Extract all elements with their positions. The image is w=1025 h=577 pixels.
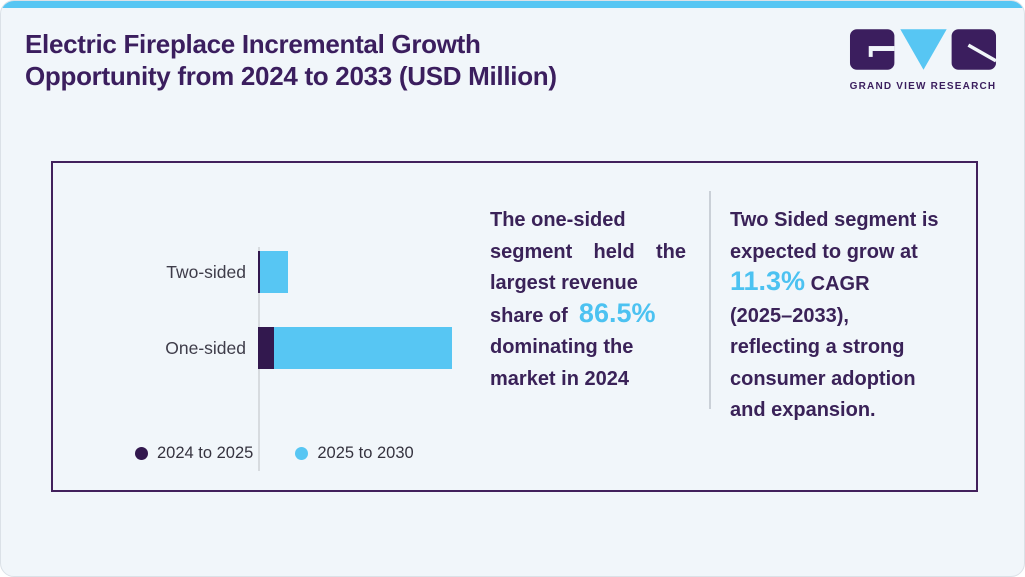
insight-line: dominating the bbox=[490, 332, 686, 364]
top-accent-bar bbox=[1, 1, 1024, 8]
insight-text: largest revenue bbox=[490, 272, 638, 294]
insight-text: consumer adoption bbox=[730, 367, 916, 390]
insight-text: The one-sided bbox=[490, 209, 626, 231]
incremental-growth-chart: Two-sided One-sided bbox=[86, 247, 452, 471]
bar-segment-2025-to-2030 bbox=[273, 327, 452, 369]
insight-line: share of 86.5% bbox=[490, 297, 686, 333]
bar-track-one-sided bbox=[258, 327, 452, 369]
insight-line: 11.3% CAGR bbox=[730, 268, 962, 301]
chart-legend: 2024 to 2025 2025 to 2030 bbox=[135, 444, 414, 463]
page-title-line-1: Electric Fireplace Incremental Growth bbox=[25, 29, 481, 59]
legend-label: 2024 to 2025 bbox=[157, 444, 254, 462]
category-label-one-sided: One-sided bbox=[165, 338, 246, 358]
insight-text: segment held the bbox=[490, 240, 686, 263]
legend-item-2024-to-2025: 2024 to 2025 bbox=[135, 444, 253, 463]
insight-text: (2025–2033), bbox=[730, 304, 849, 327]
insight-line: consumer adoption bbox=[730, 364, 962, 396]
insight-line: market in 2024 bbox=[490, 364, 686, 396]
bar-segment-2024-to-2025 bbox=[258, 251, 260, 293]
bar-row-one-sided: One-sided bbox=[86, 327, 452, 369]
insight-line: (2025–2033), bbox=[730, 301, 962, 333]
page-title-line-2: Opportunity from 2024 to 2033 (USD Milli… bbox=[25, 61, 557, 91]
bar-row-two-sided: Two-sided bbox=[86, 251, 452, 293]
logo-wordmark: GRAND VIEW RESEARCH bbox=[849, 81, 997, 92]
insight-line: expected to grow at bbox=[730, 237, 962, 269]
insight-text: dominating the bbox=[490, 336, 634, 358]
insight-text: Two Sided segment is bbox=[730, 209, 939, 231]
legend-swatch bbox=[295, 447, 309, 460]
insight-divider bbox=[709, 191, 711, 409]
bar-segment-2025-to-2030 bbox=[259, 251, 289, 293]
bar-rows: Two-sided One-sided bbox=[86, 247, 452, 471]
insight-line: Two Sided segment is bbox=[730, 205, 962, 237]
insight-line: segment held the bbox=[490, 237, 686, 269]
insight-line: largest revenue bbox=[490, 268, 686, 300]
legend-item-2025-to-2030: 2025 to 2030 bbox=[295, 444, 414, 463]
insight-line: reflecting a strong bbox=[730, 332, 962, 364]
insight-card: Two-sided One-sided 2024 to 2025 2025 to 2… bbox=[51, 161, 978, 492]
bar-track-two-sided bbox=[258, 251, 289, 293]
insight-text: expected to grow at bbox=[730, 240, 918, 263]
grand-view-research-logo: GRAND VIEW RESEARCH bbox=[848, 28, 998, 92]
category-label-two-sided: Two-sided bbox=[166, 262, 246, 282]
insight-text: CAGR bbox=[805, 273, 870, 295]
insight-one-sided: The one-sided segment held the largest rev… bbox=[490, 205, 686, 395]
highlight-value: 11.3% bbox=[730, 266, 806, 296]
insight-line: The one-sided bbox=[490, 205, 686, 237]
legend-label: 2025 to 2030 bbox=[317, 444, 414, 462]
insight-text: reflecting a strong bbox=[730, 336, 905, 358]
highlight-value: 86.5% bbox=[578, 297, 656, 328]
insight-text: share of bbox=[490, 304, 579, 327]
insight-two-sided: Two Sided segment is expected to grow at 1… bbox=[730, 205, 962, 427]
gvr-logo-icon bbox=[849, 29, 997, 70]
page-title: Electric Fireplace Incremental Growth Op… bbox=[25, 28, 557, 92]
bar-segment-2024-to-2025 bbox=[258, 327, 274, 369]
insight-text: and expansion. bbox=[730, 399, 876, 421]
insight-text: market in 2024 bbox=[490, 367, 629, 390]
insight-line: and expansion. bbox=[730, 395, 962, 427]
legend-swatch bbox=[135, 447, 148, 460]
